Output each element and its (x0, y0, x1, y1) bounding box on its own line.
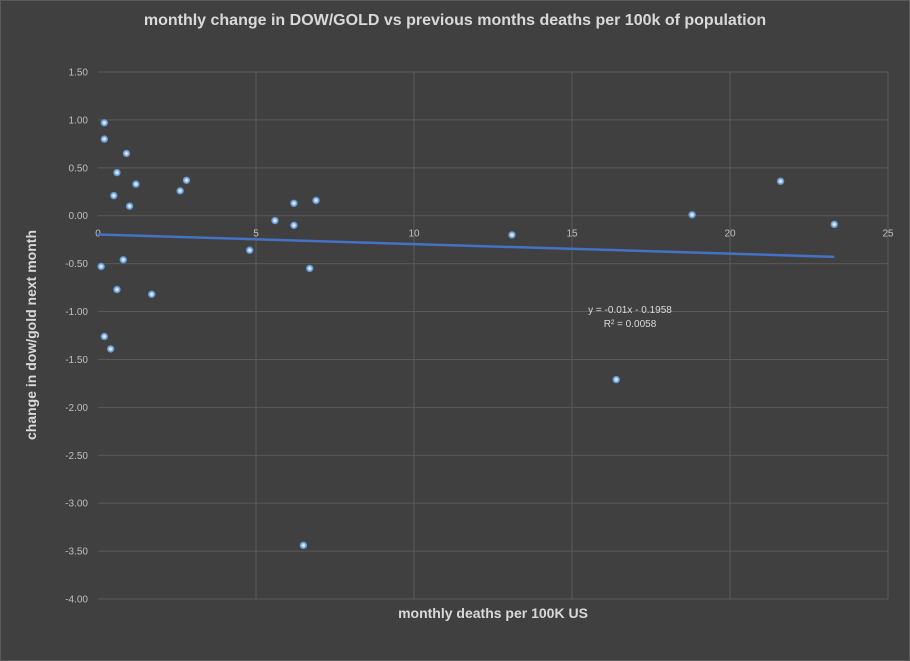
x-tick-label: 10 (408, 229, 420, 240)
data-point (299, 541, 308, 550)
chart-title: monthly change in DOW/GOLD vs previous m… (143, 12, 767, 29)
data-points (97, 119, 838, 550)
y-tick-label: 0.50 (69, 163, 89, 174)
y-tick-label: -3.00 (65, 499, 88, 510)
data-point (182, 176, 191, 184)
data-point (113, 285, 121, 294)
plot-grid (98, 71, 889, 600)
data-point (306, 264, 314, 273)
trendline (97, 233, 835, 259)
data-point (122, 149, 131, 158)
y-tick-label: -3.50 (65, 547, 88, 558)
y-tick-label: 1.00 (69, 115, 89, 126)
y-tick-label: -2.00 (65, 403, 88, 414)
x-tick-label: 25 (882, 229, 894, 240)
y-tick-label: 1.50 (69, 68, 89, 79)
x-axis-title: monthly deaths per 100K US (398, 605, 588, 621)
data-point (132, 180, 140, 188)
data-point (100, 135, 109, 143)
y-tick-label: 0.00 (69, 211, 89, 222)
data-point (113, 168, 121, 177)
data-point (148, 290, 156, 298)
data-point (290, 221, 298, 230)
data-point (312, 196, 320, 205)
y-tick-label: -0.50 (65, 259, 88, 270)
data-point (245, 246, 254, 254)
data-point (830, 220, 838, 229)
y-tick-label: -1.00 (65, 307, 88, 318)
x-tick-label: 5 (253, 229, 259, 240)
x-tick-label: 15 (566, 229, 578, 240)
y-tick-label: -2.50 (65, 451, 88, 462)
axis-ticks: 1.50 1.00 0.50 0.00 -0.50 -1.00 -1.50 -2.00 -2.5… (65, 68, 894, 606)
data-point (612, 375, 620, 384)
y-tick-label: -4.00 (65, 595, 88, 606)
data-point (106, 345, 115, 353)
data-point (290, 199, 298, 207)
data-point (176, 187, 184, 195)
data-point (97, 262, 105, 271)
x-tick-label: 20 (724, 229, 736, 240)
data-point (125, 202, 134, 210)
data-point (110, 191, 118, 200)
data-point (100, 119, 109, 127)
trendline-r-squared: R² = 0.0058 (604, 319, 657, 330)
y-tick-label: -1.50 (65, 355, 88, 366)
trendline-equation: y = -0.01x - 0.1958 (588, 305, 672, 316)
trendline-group (97, 233, 835, 259)
data-point (688, 211, 696, 219)
data-point (271, 216, 279, 225)
data-point (776, 177, 785, 185)
data-point (119, 256, 127, 264)
data-point (100, 332, 109, 341)
data-point (508, 231, 516, 239)
